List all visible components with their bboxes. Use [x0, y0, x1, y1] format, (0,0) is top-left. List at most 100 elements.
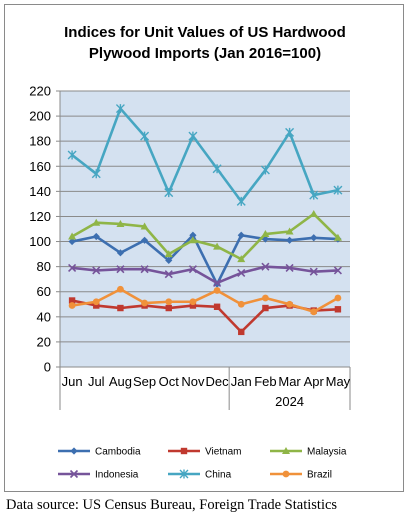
data-point-cambodia — [237, 231, 245, 239]
data-point-malaysia — [237, 255, 246, 263]
data-point-brazil — [334, 294, 342, 302]
y-tick-label: 160 — [29, 159, 51, 174]
y-tick-label: 0 — [44, 360, 51, 375]
x-tick-label: Jul — [88, 374, 105, 389]
legend-label-cambodia: Cambodia — [95, 447, 141, 458]
y-tick-label: 100 — [29, 234, 51, 249]
data-point-china — [260, 165, 270, 175]
legend-marker-malaysia — [282, 447, 290, 454]
y-tick-label: 20 — [37, 334, 51, 349]
data-point-cambodia — [310, 234, 318, 242]
data-point-indonesia — [333, 266, 342, 275]
data-point-vietnam — [93, 302, 100, 309]
data-point-malaysia — [285, 227, 294, 235]
series-line-brazil — [71, 287, 339, 314]
x-tick-label: Dec — [206, 374, 230, 389]
data-point-cambodia — [116, 249, 125, 257]
data-point-cambodia — [189, 231, 197, 239]
data-point-cambodia — [165, 256, 173, 264]
data-point-vietnam — [189, 302, 197, 309]
data-point-malaysia — [213, 242, 222, 250]
data-point-china — [140, 131, 150, 141]
data-point-brazil — [262, 294, 269, 302]
legend-item-china: China — [168, 469, 232, 481]
legend-label-indonesia: Indonesia — [95, 470, 139, 481]
data-point-indonesia — [140, 265, 149, 274]
data-point-china — [164, 188, 174, 198]
data-point-brazil — [165, 298, 173, 306]
data-point-malaysia — [140, 222, 149, 230]
x-tick-label: Feb — [254, 374, 276, 389]
legend-item-brazil: Brazil — [270, 470, 332, 481]
plot-area — [60, 91, 350, 367]
series-line-cambodia — [71, 233, 338, 286]
data-point-indonesia — [261, 262, 270, 271]
data-point-indonesia — [188, 265, 197, 274]
data-point-vietnam — [117, 304, 124, 312]
chart-title-line-1: Indices for Unit Values of US Hardwood — [64, 24, 346, 41]
legend-label-china: China — [205, 470, 232, 481]
legend-label-brazil: Brazil — [307, 470, 332, 481]
x-tick-label: Aug — [109, 374, 132, 389]
legend-item-malaysia: Malaysia — [270, 447, 347, 458]
data-point-malaysia — [333, 233, 342, 241]
legend-item-vietnam: Vietnam — [168, 447, 242, 458]
data-point-china — [188, 131, 198, 141]
y-tick-label: 80 — [37, 259, 51, 274]
data-point-brazil — [92, 298, 100, 306]
data-point-cambodia — [68, 237, 76, 246]
data-point-malaysia — [92, 218, 101, 226]
legend-label-vietnam: Vietnam — [205, 447, 242, 458]
series-indonesia — [68, 262, 342, 288]
data-point-indonesia — [309, 267, 318, 276]
data-point-malaysia — [68, 232, 77, 240]
x-tick-label: May — [326, 374, 351, 389]
x-tick-label: Nov — [181, 374, 205, 389]
series-china — [67, 104, 343, 206]
y-tick-label: 220 — [29, 84, 51, 99]
data-point-cambodia — [285, 236, 294, 244]
series-line-indonesia — [71, 265, 338, 285]
series-cambodia — [68, 231, 342, 288]
data-point-vietnam — [213, 303, 221, 310]
data-point-brazil — [189, 298, 197, 306]
data-point-malaysia — [116, 219, 125, 227]
data-point-brazil — [68, 302, 76, 309]
data-point-cambodia — [92, 232, 100, 241]
y-tick-label: 60 — [37, 284, 51, 299]
series-brazil — [68, 285, 342, 316]
data-point-china — [236, 196, 246, 206]
data-point-vietnam — [68, 297, 76, 304]
data-point-china — [285, 127, 295, 137]
data-point-vietnam — [165, 304, 172, 312]
y-tick-label: 120 — [29, 209, 51, 224]
legend-marker-cambodia — [70, 447, 78, 455]
x-tick-label: Apr — [304, 374, 325, 389]
data-point-indonesia — [116, 265, 125, 274]
y-tick-label: 180 — [29, 134, 51, 149]
x-tick-label: Oct — [159, 374, 180, 389]
data-point-indonesia — [68, 263, 77, 272]
data-point-malaysia — [188, 236, 197, 244]
data-point-china — [212, 164, 222, 174]
legend-item-cambodia: Cambodia — [58, 447, 141, 458]
data-point-china — [333, 185, 343, 195]
x-tick-label: Jan — [231, 374, 252, 389]
data-point-indonesia — [213, 278, 222, 288]
data-point-vietnam — [262, 304, 269, 312]
legend-marker-brazil — [282, 470, 290, 478]
data-point-malaysia — [309, 209, 318, 217]
y-tick-label: 200 — [29, 109, 51, 124]
data-point-cambodia — [140, 236, 149, 244]
legend-marker-vietnam — [180, 447, 188, 455]
data-point-vietnam — [238, 328, 245, 336]
data-point-malaysia — [261, 230, 270, 238]
data-point-malaysia — [164, 250, 173, 258]
data-point-brazil — [117, 285, 124, 293]
data-point-china — [115, 104, 125, 114]
chart-title-line-2: Plywood Imports (Jan 2016=100) — [88, 45, 322, 62]
data-point-china — [67, 150, 77, 160]
series-line-china — [71, 107, 339, 203]
data-point-brazil — [213, 287, 221, 294]
